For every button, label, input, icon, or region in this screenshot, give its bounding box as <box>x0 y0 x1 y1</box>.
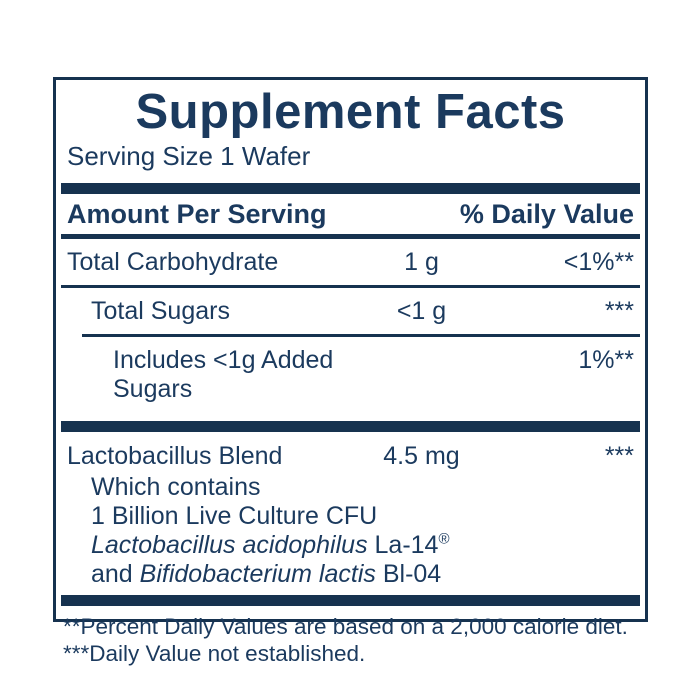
blend-dv: *** <box>604 442 634 470</box>
blend-detail-line: Lactobacillus acidophilus La-14® <box>61 531 640 560</box>
daily-value-label: % Daily Value <box>459 199 634 229</box>
thin-rule <box>61 285 640 288</box>
table-row: Total Carbohydrate 1 g <1%** <box>61 239 640 285</box>
nutrient-dv: *** <box>604 297 634 325</box>
species-name-italic: Bifidobacterium lactis <box>139 560 376 588</box>
amount-per-serving-label: Amount Per Serving <box>67 199 327 229</box>
species-name-italic: Lactobacillus acidophilus <box>91 531 368 559</box>
blend-detail-line: and Bifidobacterium lactis Bl-04 <box>61 560 640 589</box>
nutrient-name: Total Carbohydrate <box>67 248 279 276</box>
footnote-dv-not-established: ***Daily Value not established. <box>63 641 366 666</box>
footnotes: **Percent Daily Values are based on a 2,… <box>61 613 640 667</box>
thick-separator-bar <box>61 421 640 432</box>
column-header-row: Amount Per Serving % Daily Value <box>61 194 640 234</box>
serving-size: Serving Size 1 Wafer <box>67 141 311 171</box>
panel-title: Supplement Facts <box>135 85 566 139</box>
thick-separator-bar <box>61 595 640 606</box>
blend-name: Lactobacillus Blend <box>67 442 283 470</box>
blend-amount: 4.5 mg <box>383 442 460 470</box>
strain-code: La-14 <box>367 531 439 559</box>
footnote-daily-values: **Percent Daily Values are based on a 2,… <box>63 614 628 639</box>
table-row: Includes <1g Added Sugars 1%** <box>61 337 640 412</box>
thick-separator-bar <box>61 183 640 194</box>
nutrient-name: Total Sugars <box>91 297 230 325</box>
nutrient-name: Includes <1g Added Sugars <box>113 346 334 403</box>
table-row-blend: Lactobacillus Blend 4.5 mg *** <box>61 432 640 473</box>
blend-detail-line: 1 Billion Live Culture CFU <box>91 502 378 530</box>
nutrient-amount: 1 g <box>404 248 439 276</box>
conjunction-text: and <box>91 560 140 588</box>
table-row: Total Sugars <1 g *** <box>61 288 640 334</box>
medium-rule <box>61 234 640 239</box>
nutrient-dv: <1%** <box>563 248 634 276</box>
thin-rule-indented <box>82 334 640 337</box>
nutrient-dv: 1%** <box>578 346 634 374</box>
registered-trademark-symbol: ® <box>438 530 450 548</box>
nutrient-amount: <1 g <box>396 297 447 325</box>
strain-code: Bl-04 <box>375 560 442 588</box>
blend-detail-line: Which contains <box>91 473 261 501</box>
supplement-facts-panel: Supplement Facts Serving Size 1 Wafer Am… <box>53 77 648 666</box>
